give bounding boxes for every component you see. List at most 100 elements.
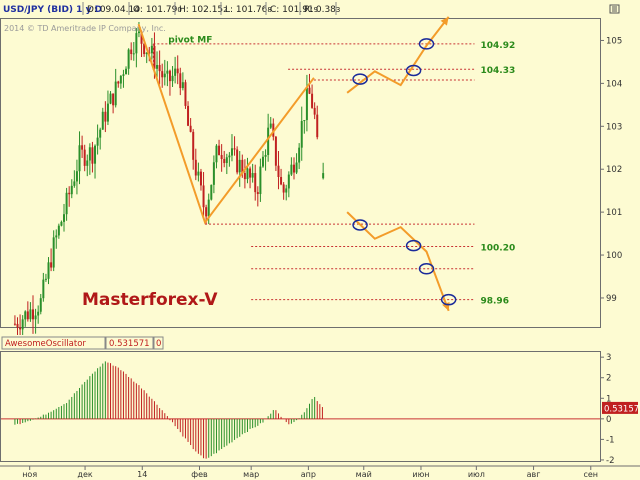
oscillator-value: 0.531571 — [109, 339, 150, 349]
candle-body — [135, 33, 138, 54]
header-date: D: 09.04.14 — [87, 5, 140, 15]
time-tick-label: сен — [583, 470, 598, 479]
price-tick-label: 101 — [606, 208, 622, 218]
candle-body — [50, 262, 53, 268]
candlesticks — [13, 21, 325, 342]
horizontal-levels: 104.92 104.33 100.20 98.96 pivot MF — [152, 36, 515, 307]
copyright-text: 2014 © TD Ameritrade IP Company, Inc. — [4, 24, 166, 33]
candle-body — [292, 164, 295, 173]
candle-body — [311, 93, 314, 108]
candle-body — [161, 71, 164, 78]
candle-body — [156, 65, 159, 69]
candle-body — [34, 315, 37, 320]
level-label: 104.33 — [480, 66, 515, 76]
candle-body — [150, 45, 153, 54]
candle-body — [228, 155, 231, 158]
time-tick-label: мар — [243, 470, 259, 479]
time-tick-label: 14 — [137, 470, 147, 479]
osc-tick-label: 1 — [606, 394, 611, 404]
candle-body — [32, 309, 35, 320]
candle-body — [298, 147, 301, 163]
projection-down-line — [346, 211, 450, 312]
osc-tick-label: 0 — [606, 415, 611, 425]
candle-body — [112, 93, 115, 106]
candle-body — [21, 319, 24, 330]
osc-tick-label: -2 — [606, 456, 614, 466]
candle-body — [63, 214, 66, 222]
candle-body — [205, 207, 208, 217]
candle-body — [197, 171, 200, 176]
candle-body — [99, 129, 102, 138]
candle-body — [86, 160, 89, 166]
candle-body — [65, 192, 68, 215]
candle-body — [73, 181, 76, 186]
swing-pattern — [137, 23, 315, 225]
projection-marker — [405, 64, 422, 77]
candle-body — [104, 111, 107, 122]
candle-body — [153, 45, 156, 69]
candle-body — [158, 65, 161, 72]
candle-body — [218, 145, 221, 156]
header-close: C: 101.919 — [270, 5, 318, 15]
candle-body — [176, 68, 179, 74]
projection-arrowhead — [440, 16, 449, 26]
price-axis-ticks: 99 100 101 102 103 104 105 — [600, 36, 622, 304]
osc-tick-label: -1 — [606, 435, 614, 445]
candle-body — [233, 148, 236, 150]
settings-icon[interactable] — [609, 4, 620, 14]
candle-body — [267, 127, 270, 155]
header-symbol[interactable]: USD/JPY (BID) 1 у D — [3, 5, 102, 15]
candle-body — [24, 311, 27, 320]
candle-body — [285, 188, 288, 193]
candle-body — [223, 159, 226, 164]
oscillator-suffix: 0 — [156, 339, 161, 349]
candle-body — [238, 159, 241, 173]
projection-up-line — [346, 16, 450, 94]
candle-body — [202, 185, 205, 208]
oscillator-bars — [14, 361, 323, 459]
projection-marker — [405, 239, 422, 252]
price-tick-label: 100 — [606, 251, 622, 261]
price-tick-label: 104 — [606, 79, 622, 89]
candle-body — [19, 327, 22, 330]
candle-body — [199, 171, 202, 186]
time-tick-label: апр — [301, 470, 316, 479]
candle-body — [254, 173, 257, 193]
time-tick-label: июн — [412, 470, 429, 479]
candle-body — [125, 68, 128, 75]
candle-body — [130, 49, 133, 54]
price-tick-label: 105 — [606, 36, 622, 46]
candle-body — [215, 145, 218, 163]
osc-tick-label: 2 — [606, 374, 611, 384]
candle-body — [305, 87, 308, 121]
candle-body — [119, 75, 122, 84]
candle-body — [13, 323, 16, 325]
candle-body — [94, 145, 97, 164]
candle-body — [246, 168, 249, 180]
candle-body — [277, 165, 280, 177]
candle-body — [264, 154, 267, 157]
candle-body — [220, 155, 223, 160]
candle-body — [88, 147, 91, 161]
candle-body — [96, 137, 99, 146]
swing-line — [137, 23, 315, 225]
candle-body — [251, 173, 254, 178]
oscillator-pane — [0, 351, 601, 462]
projection-paths — [346, 16, 457, 312]
oscillator-name[interactable]: AwesomeOscillator — [5, 339, 86, 349]
candle-body — [287, 174, 290, 189]
candle-body — [256, 192, 259, 195]
candle-body — [259, 166, 262, 195]
candle-body — [316, 114, 319, 138]
projection-marker — [352, 73, 368, 85]
candle-body — [269, 123, 272, 128]
candle-body — [78, 145, 81, 172]
last-candle-body — [322, 173, 325, 179]
time-tick-label: дек — [77, 470, 92, 479]
projection-marker — [418, 38, 435, 50]
candle-body — [241, 159, 244, 174]
candle-body — [137, 31, 140, 34]
level-label: 98.96 — [480, 297, 508, 307]
candle-body — [171, 75, 174, 82]
